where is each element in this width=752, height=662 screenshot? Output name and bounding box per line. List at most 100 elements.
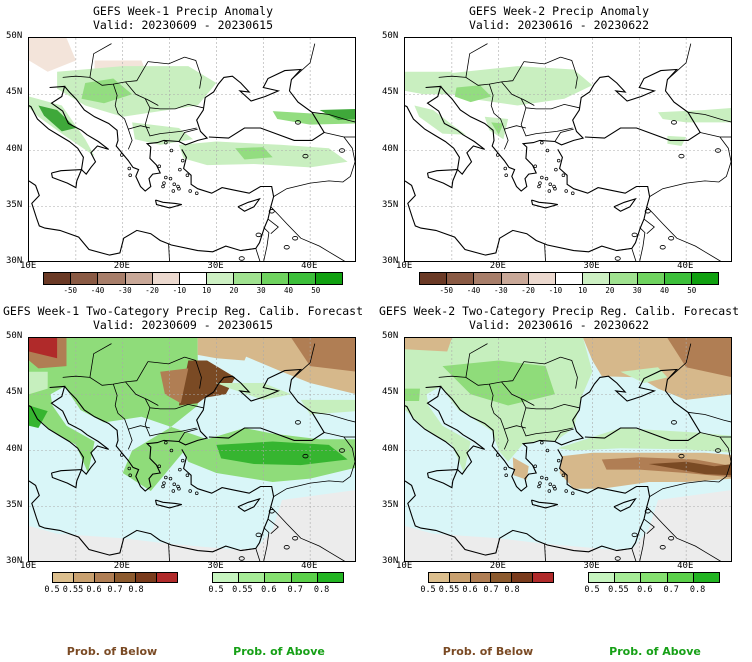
colorbar-swatch — [693, 573, 720, 582]
colorbar-label: 0.7 — [483, 585, 499, 595]
gridlines — [405, 38, 731, 261]
colorbar-label: 0.8 — [504, 585, 520, 595]
colorbar-label: -40 — [90, 286, 105, 295]
map-frame — [28, 37, 356, 262]
panel-week2-anomaly: GEFS Week-2 Precip Anomaly Valid: 202306… — [376, 0, 752, 300]
colorbar-swatch — [234, 273, 262, 284]
lat-tick-label: 45N — [382, 87, 399, 98]
lat-tick-label: 30N — [6, 556, 23, 566]
prob-above-caption: Prob. of Above — [609, 645, 701, 658]
colorbar-label: 0.6 — [637, 585, 653, 595]
gridlines — [29, 338, 355, 561]
lon-tick-label: 40E — [677, 261, 694, 271]
colorbar-label: 30 — [256, 286, 266, 295]
colorbar-label: 0.5 — [44, 585, 60, 595]
colorbar-swatch — [288, 273, 316, 284]
anomaly-map — [405, 38, 731, 261]
lat-tick-label: 35N — [6, 499, 23, 510]
panel-title: GEFS Week-1 Two-Category Precip Reg. Cal… — [2, 304, 364, 318]
colorbar-label: 0.6 — [462, 585, 478, 595]
colorbar-swatch — [152, 273, 180, 284]
coastlines — [29, 343, 355, 561]
prob-below-caption: Prob. of Below — [66, 645, 158, 658]
colorbar-swatch — [179, 273, 208, 284]
colorbar-swatch — [207, 273, 235, 284]
colorbar-label: 0.55 — [608, 585, 629, 595]
colorbar-swatch — [449, 573, 471, 582]
colorbar-swatch — [265, 573, 292, 582]
colorbar-label: -50 — [63, 286, 78, 295]
gridlines — [29, 38, 355, 261]
lon-tick-label: 20E — [489, 561, 506, 571]
panel-week1-anomaly: GEFS Week-1 Precip Anomaly Valid: 202306… — [0, 0, 376, 300]
gridlines — [405, 338, 731, 561]
colorbar-swatch — [691, 273, 719, 284]
anomaly-colorbar — [43, 272, 343, 285]
colorbar-swatch — [429, 573, 450, 582]
colorbar-label: 0.5 — [420, 585, 436, 595]
probability-map — [405, 338, 731, 561]
colorbar-label: -20 — [145, 286, 159, 295]
colorbar-swatch — [239, 573, 266, 582]
lon-tick-label: 10E — [20, 261, 37, 271]
colorbar-label: 10 — [202, 286, 212, 295]
panel-valid-dates: Valid: 20230616 - 20230622 — [468, 318, 649, 332]
panel-valid-dates: Valid: 20230609 - 20230615 — [92, 318, 273, 332]
panel-week1-probability: GEFS Week-1 Two-Category Precip Reg. Cal… — [0, 300, 376, 662]
prob-below-caption: Prob. of Below — [442, 645, 534, 658]
probability-shading — [405, 338, 731, 561]
coastlines — [405, 43, 731, 261]
prob-below-colorbar — [52, 572, 178, 583]
anomaly-map — [29, 38, 355, 261]
lat-tick-label: 35N — [6, 199, 23, 210]
lon-tick-label: 40E — [301, 261, 318, 271]
lat-tick-label: 45N — [6, 87, 23, 98]
colorbar-swatch — [664, 273, 692, 284]
colorbar-label: -50 — [439, 286, 454, 295]
lon-tick-label: 20E — [113, 261, 130, 271]
colorbar-swatch — [261, 273, 289, 284]
colorbar-swatch — [420, 273, 448, 284]
colorbar-swatch — [317, 573, 344, 582]
panel-valid-dates: Valid: 20230609 - 20230615 — [92, 18, 273, 32]
colorbar-swatch — [474, 273, 502, 284]
colorbar-swatch — [589, 573, 616, 582]
colorbar-label: 0.5 — [584, 585, 600, 595]
colorbar-swatch — [125, 273, 153, 284]
colorbar-label: 0.5 — [208, 585, 224, 595]
colorbar-swatch — [610, 273, 638, 284]
lat-tick-label: 40N — [382, 443, 399, 454]
colorbar-label: 0.8 — [689, 585, 706, 595]
lon-tick-label: 30E — [207, 261, 224, 271]
colorbar-label: 0.6 — [261, 585, 277, 595]
colorbar-label: 0.7 — [287, 585, 303, 595]
lon-tick-label: 20E — [113, 561, 130, 571]
map-frame — [28, 337, 356, 562]
map-frame — [404, 37, 732, 262]
colorbar-label: -40 — [466, 286, 481, 295]
colorbar-swatch — [53, 573, 74, 582]
colorbar-swatch — [583, 273, 611, 284]
lat-tick-label: 30N — [6, 256, 23, 266]
colorbar-swatch — [44, 273, 72, 284]
lat-tick-label: 45N — [6, 387, 23, 398]
colorbar-label: 50 — [687, 286, 697, 295]
colorbar-swatch — [94, 573, 116, 582]
lon-tick-label: 30E — [207, 561, 224, 571]
panel-valid-dates: Valid: 20230616 - 20230622 — [468, 18, 649, 32]
lat-tick-label: 40N — [6, 443, 23, 454]
colorbar-swatch — [115, 573, 137, 582]
colorbar-swatch — [447, 273, 475, 284]
colorbar-swatch — [641, 573, 668, 582]
lat-tick-label: 50N — [6, 31, 23, 41]
colorbar-swatch — [637, 273, 665, 284]
lat-tick-label: 40N — [6, 143, 23, 154]
colorbar-label: 40 — [659, 286, 669, 295]
anomaly-shading — [29, 38, 355, 168]
colorbar-swatch — [213, 573, 240, 582]
prob-above-colorbar — [588, 572, 720, 583]
coastlines — [405, 343, 731, 561]
lon-tick-label: 10E — [20, 561, 37, 571]
prob-above-colorbar — [212, 572, 344, 583]
lat-tick-label: 45N — [382, 387, 399, 398]
